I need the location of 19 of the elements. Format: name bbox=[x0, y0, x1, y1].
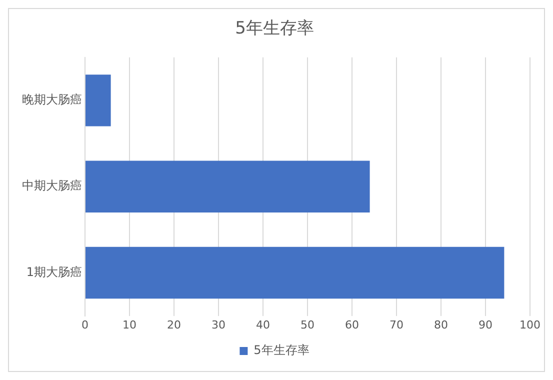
y-tick-label: 晚期大肠癌 bbox=[22, 92, 82, 107]
bar bbox=[86, 246, 504, 299]
x-tick-label: 50 bbox=[300, 318, 314, 332]
x-tick-label: 80 bbox=[434, 318, 448, 332]
bar bbox=[86, 74, 111, 126]
x-tick-label: 20 bbox=[167, 318, 181, 332]
x-tick-label: 90 bbox=[478, 318, 492, 332]
x-tick-label: 10 bbox=[122, 318, 136, 332]
y-tick-label: 中期大肠癌 bbox=[22, 178, 82, 193]
bar bbox=[86, 160, 370, 212]
x-tick-label: 60 bbox=[345, 318, 359, 332]
x-tick-label: 40 bbox=[256, 318, 270, 332]
y-tick-label: 1期大肠癌 bbox=[26, 264, 82, 279]
chart-title: 5年生存率 bbox=[235, 18, 314, 39]
x-tick-label: 70 bbox=[390, 318, 404, 332]
x-tick-label: 0 bbox=[82, 318, 88, 332]
x-tick-label: 100 bbox=[520, 318, 540, 332]
x-tick-label: 30 bbox=[212, 318, 226, 332]
legend-label: 5年生存率 bbox=[254, 343, 310, 358]
